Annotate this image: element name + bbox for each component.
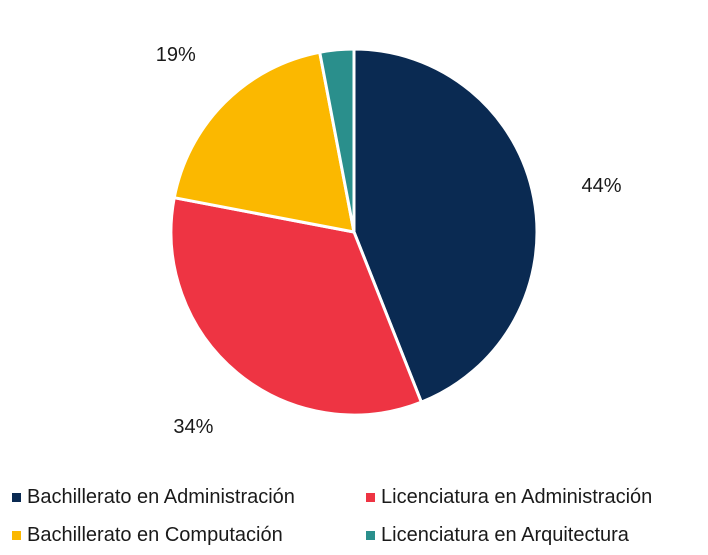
pie-slice-2: [172, 50, 356, 234]
data-label-1: 34%: [173, 416, 213, 438]
data-label-2: 19%: [156, 44, 196, 66]
pie-slice-3: [318, 47, 356, 234]
pie-slice-0: [352, 47, 539, 404]
pie-slice-1: [169, 196, 423, 417]
data-label-0: 44%: [582, 175, 622, 197]
